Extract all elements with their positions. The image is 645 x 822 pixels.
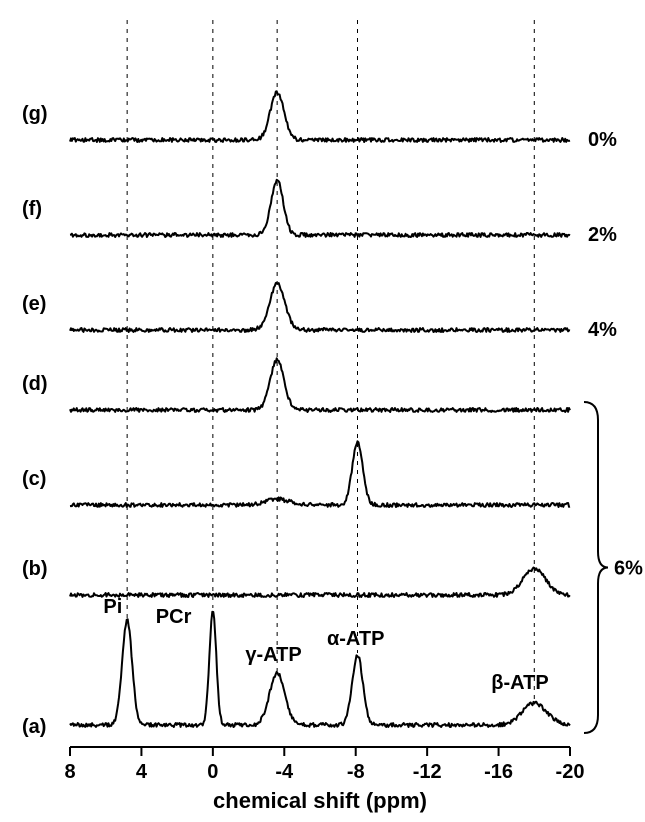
- peak-label: γ-ATP: [245, 644, 301, 666]
- panel-label-f: (f): [22, 198, 42, 220]
- spectrum-d: [70, 358, 570, 412]
- percent-label: 0%: [588, 129, 617, 151]
- percent-label: 2%: [588, 224, 617, 246]
- spectrum-f: [70, 180, 570, 237]
- spectrum-b: [70, 568, 570, 598]
- peak-label: β-ATP: [491, 672, 548, 694]
- peak-label: α-ATP: [327, 628, 384, 650]
- spectrum-e: [70, 283, 570, 332]
- peak-label: Pi: [103, 596, 122, 618]
- x-tick-label: -20: [556, 761, 585, 783]
- spectrum-a: [70, 612, 570, 727]
- percent-label-brace: 6%: [614, 558, 643, 580]
- panel-label-e: (e): [22, 293, 46, 315]
- x-tick-label: -4: [275, 761, 294, 783]
- x-tick-label: -8: [347, 761, 365, 783]
- panel-label-a: (a): [22, 716, 46, 738]
- panel-label-b: (b): [22, 558, 48, 580]
- x-tick-label: -16: [484, 761, 513, 783]
- panel-label-d: (d): [22, 373, 48, 395]
- x-axis-label: chemical shift (ppm): [213, 788, 427, 813]
- nmr-stacked-spectra-figure: (a) Pi PCr γ-ATP α-ATP β-ATP (b) (c) (d) (e) (f) (g…: [0, 0, 645, 822]
- spectrum-g: [70, 91, 570, 142]
- x-tick-label: 0: [207, 761, 218, 783]
- panel-label-c: (c): [22, 468, 46, 490]
- nmr-svg: (a) Pi PCr γ-ATP α-ATP β-ATP (b) (c) (d) (e) (f) (g…: [0, 0, 645, 822]
- percent-label: 4%: [588, 319, 617, 341]
- panel-label-g: (g): [22, 103, 48, 125]
- x-tick-label: 4: [136, 761, 148, 783]
- spectrum-c: [70, 441, 570, 507]
- group-brace: [584, 402, 608, 733]
- peak-label: PCr: [156, 606, 192, 628]
- x-tick-label: 8: [64, 761, 75, 783]
- x-tick-label: -12: [413, 761, 442, 783]
